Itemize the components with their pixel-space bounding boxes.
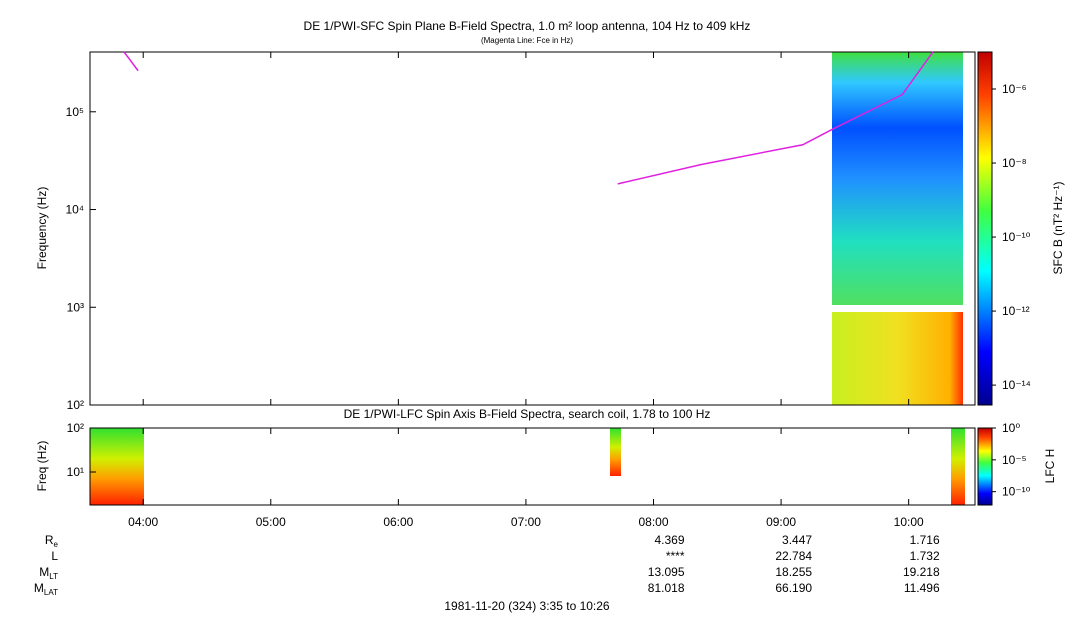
ephemeris-value: 19.218 bbox=[903, 565, 940, 579]
bottom-y-label: Freq (Hz) bbox=[35, 441, 49, 492]
y-tick-label: 10⁵ bbox=[66, 105, 84, 119]
x-tick-label: 06:00 bbox=[383, 515, 413, 529]
ephemeris-value: **** bbox=[666, 549, 685, 563]
ephemeris-row-label: L bbox=[51, 549, 58, 563]
x-tick-label: 10:00 bbox=[894, 515, 924, 529]
row-label-main: L bbox=[51, 549, 58, 563]
bottom-colorbar-label: LFC H bbox=[1043, 449, 1057, 484]
x-tick-label: 05:00 bbox=[256, 515, 286, 529]
colorbar-tick-label: 10⁻⁶ bbox=[1002, 82, 1027, 96]
colorbar-tick-label: 10⁻¹⁴ bbox=[1002, 378, 1031, 392]
colorbar-tick-label: 10⁻⁵ bbox=[1002, 453, 1027, 467]
colorbar-tick-label: 10⁻¹⁰ bbox=[1002, 485, 1031, 499]
top-title: DE 1/PWI-SFC Spin Plane B-Field Spectra,… bbox=[304, 19, 751, 33]
footer: 1981-11-20 (324) 3:35 to 10:26 bbox=[444, 599, 610, 613]
y-tick-label: 10³ bbox=[67, 300, 84, 314]
ephemeris-row-label: Re bbox=[45, 533, 59, 549]
ephemeris-value: 18.255 bbox=[775, 565, 812, 579]
spectrogram-image bbox=[832, 52, 963, 305]
y-tick-label: 10² bbox=[67, 421, 84, 435]
ephemeris-value: 22.784 bbox=[775, 549, 812, 563]
plot-frame bbox=[89, 51, 976, 406]
colorbar-tick-label: 10⁻⁸ bbox=[1002, 156, 1027, 170]
top-subtitle: (Magenta Line: Fce in Hz) bbox=[481, 36, 573, 45]
plot-frame bbox=[89, 427, 976, 506]
colorbar bbox=[977, 427, 993, 506]
top-colorbar-label: SFC B (nT² Hz⁻¹) bbox=[1051, 182, 1065, 275]
ephemeris-value: 81.018 bbox=[648, 581, 685, 595]
ephemeris-row-label: MLAT bbox=[34, 581, 58, 597]
x-tick-label: 07:00 bbox=[511, 515, 541, 529]
ephemeris-row-label: MLT bbox=[39, 565, 58, 581]
bottom-title: DE 1/PWI-LFC Spin Axis B-Field Spectra, … bbox=[344, 407, 711, 421]
spectrogram-image bbox=[90, 428, 144, 505]
ephemeris-value: 11.496 bbox=[904, 581, 940, 595]
colorbar-tick-label: 10⁻¹⁰ bbox=[1002, 230, 1031, 244]
row-label-main: R bbox=[45, 533, 54, 547]
fce-line bbox=[123, 51, 934, 185]
spectrogram-image bbox=[610, 428, 621, 476]
ephemeris-value: 13.095 bbox=[648, 565, 685, 579]
row-label-sub: LAT bbox=[44, 588, 58, 597]
ephemeris-value: 1.732 bbox=[910, 549, 940, 563]
ephemeris-value: 4.369 bbox=[654, 533, 684, 547]
ephemeris-value: 1.716 bbox=[910, 533, 940, 547]
spectrogram-image bbox=[832, 312, 963, 405]
ephemeris-value: 66.190 bbox=[775, 581, 812, 595]
colorbar-tick-label: 10⁰ bbox=[1002, 421, 1020, 435]
ephemeris-value: 3.447 bbox=[782, 533, 812, 547]
row-label-sub: LT bbox=[49, 572, 58, 581]
row-label-main: M bbox=[39, 565, 49, 579]
y-tick-label: 10⁴ bbox=[65, 203, 84, 217]
x-tick-label: 09:00 bbox=[766, 515, 796, 529]
top-y-label: Frequency (Hz) bbox=[35, 187, 49, 270]
colorbar bbox=[977, 51, 993, 406]
x-tick-label: 04:00 bbox=[128, 515, 158, 529]
y-tick-label: 10² bbox=[67, 398, 84, 412]
row-label-main: M bbox=[34, 581, 44, 595]
y-tick-label: 10¹ bbox=[67, 465, 84, 479]
row-label-sub: e bbox=[54, 540, 59, 549]
x-tick-label: 08:00 bbox=[638, 515, 668, 529]
spectrogram-image bbox=[951, 428, 965, 505]
colorbar-tick-label: 10⁻¹² bbox=[1002, 304, 1030, 318]
